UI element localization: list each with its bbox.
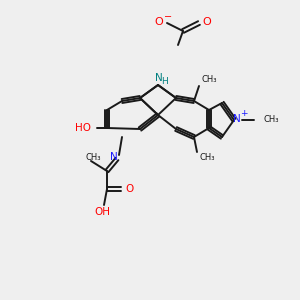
Text: O: O — [125, 184, 133, 194]
Text: OH: OH — [94, 207, 110, 217]
Text: CH₃: CH₃ — [86, 154, 101, 163]
Text: N: N — [110, 152, 118, 162]
Text: N: N — [233, 114, 241, 124]
Text: +: + — [240, 109, 248, 118]
Text: −: − — [164, 12, 172, 22]
Text: CH₃: CH₃ — [200, 154, 215, 163]
Text: CH₃: CH₃ — [264, 116, 280, 124]
Text: HO: HO — [75, 123, 91, 133]
Text: N: N — [155, 73, 163, 83]
Text: CH₃: CH₃ — [202, 76, 218, 85]
Text: O: O — [202, 17, 211, 27]
Text: O: O — [154, 17, 164, 27]
Text: H: H — [162, 76, 168, 85]
